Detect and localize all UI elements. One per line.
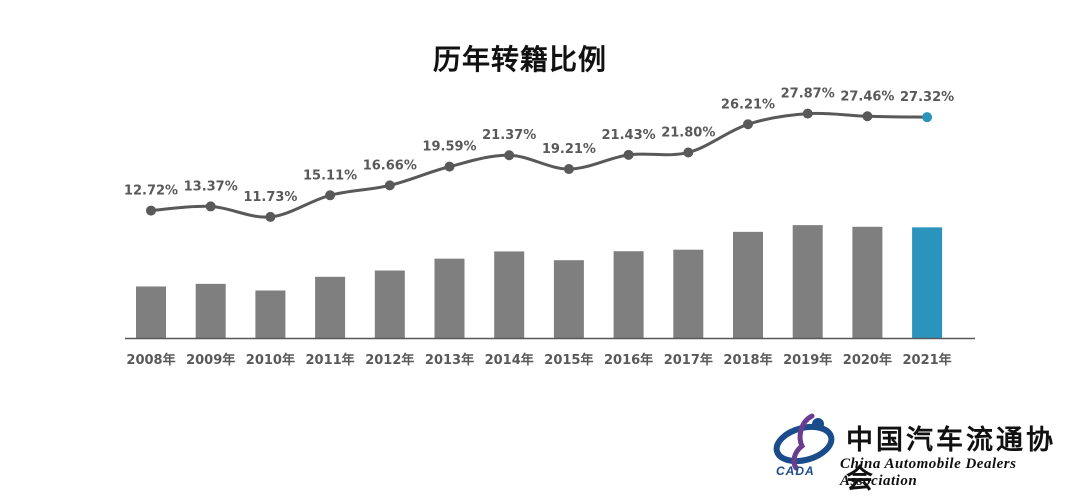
x-tick-label: 2015年 <box>544 352 593 368</box>
logo-chinese-name: 中国汽车流通协会 <box>846 425 1056 495</box>
bar <box>195 283 226 338</box>
cada-logo-icon <box>773 413 835 471</box>
data-label: 15.11% <box>303 168 357 183</box>
x-tick-label: 2019年 <box>783 352 832 368</box>
bar <box>315 276 346 338</box>
line-point <box>265 211 276 222</box>
bar <box>494 251 525 338</box>
data-label: 21.37% <box>482 128 536 143</box>
bar <box>613 251 644 338</box>
line-point <box>802 108 813 119</box>
bar <box>673 249 704 338</box>
x-tick-label: 2008年 <box>126 352 175 368</box>
line-point <box>563 164 574 175</box>
data-label: 19.21% <box>542 142 596 157</box>
line-point <box>862 111 873 122</box>
bar <box>255 290 286 338</box>
data-label: 11.73% <box>243 190 297 205</box>
bar <box>912 227 943 338</box>
line-point <box>384 180 395 191</box>
x-tick-label: 2020年 <box>843 352 892 368</box>
data-label: 27.46% <box>840 89 894 104</box>
bar <box>733 231 763 338</box>
logo-english-name: China Automobile Dealers Association <box>840 456 1017 489</box>
data-label: 21.43% <box>602 128 656 143</box>
bar <box>553 260 584 338</box>
data-label: 26.21% <box>721 97 775 112</box>
x-tick-label: 2017年 <box>664 352 713 368</box>
bar <box>434 258 465 338</box>
line-series <box>150 111 928 219</box>
data-label: 12.72% <box>124 184 178 199</box>
bar <box>374 270 405 338</box>
bar <box>792 225 823 338</box>
x-tick-label: 2011年 <box>306 352 355 368</box>
cada-logo: 中国汽车流通协会 China Automobile Dealers Associ… <box>772 412 1072 495</box>
x-tick-label: 2012年 <box>365 352 414 368</box>
bar <box>852 226 883 338</box>
x-tick-label: 2010年 <box>246 352 295 368</box>
line-point <box>922 112 933 123</box>
data-label: 19.59% <box>422 140 476 155</box>
line-point <box>504 150 515 161</box>
x-tick-label: 2013年 <box>425 352 474 368</box>
line-point <box>205 201 216 212</box>
x-tick-label: 2009年 <box>186 352 235 368</box>
chart-title: 历年转籍比例 <box>432 43 607 76</box>
x-tick-label: 2018年 <box>723 352 772 368</box>
combo-chart: 2008年 2009年 2010年 2011年 2012年 2013年 2014年 2015年… <box>124 87 975 368</box>
line-point <box>146 205 156 216</box>
x-tick-label: 2014年 <box>485 352 534 368</box>
x-tick-label: 2016年 <box>604 352 653 368</box>
line-point <box>623 149 634 160</box>
data-label: 27.87% <box>781 87 835 102</box>
bar <box>136 286 166 338</box>
line-point <box>444 161 455 172</box>
data-label: 16.66% <box>363 158 417 173</box>
data-label: 27.32% <box>900 90 954 105</box>
line-point <box>743 119 753 130</box>
data-label: 21.80% <box>661 125 715 140</box>
x-tick-label: 2021年 <box>903 352 952 368</box>
line-point <box>325 190 336 201</box>
data-label: 13.37% <box>184 179 238 194</box>
logo-abbreviation: CADA <box>776 464 815 478</box>
line-point <box>683 147 694 158</box>
